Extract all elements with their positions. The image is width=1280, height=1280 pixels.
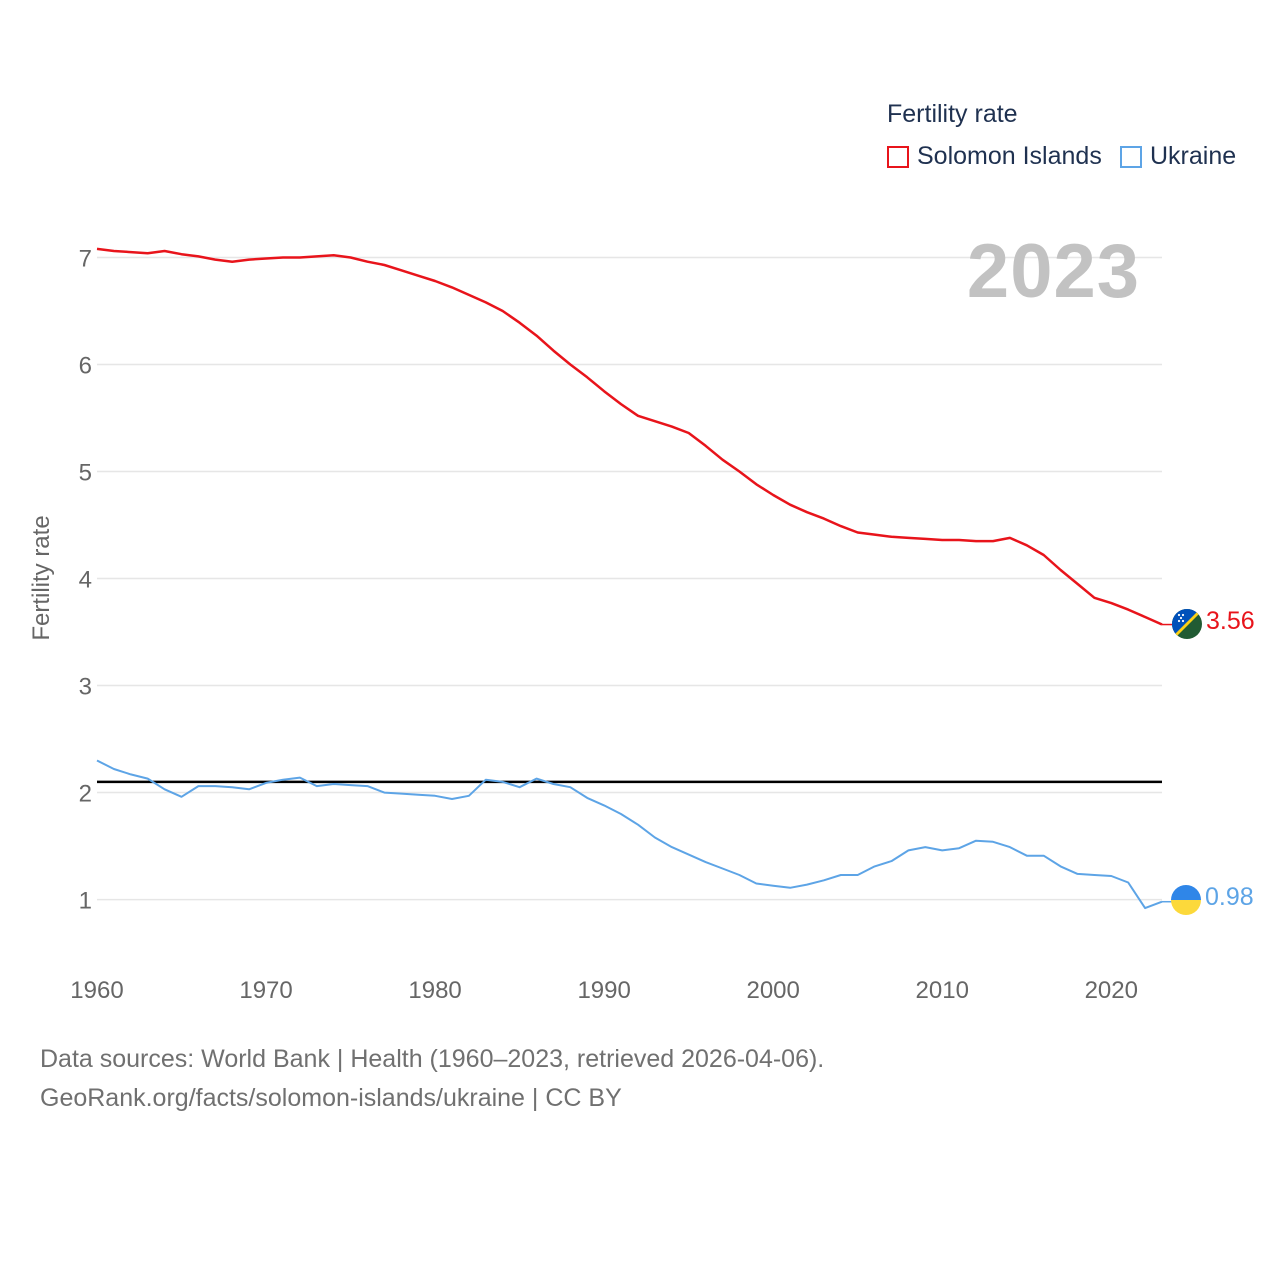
series-line-solomon-islands xyxy=(96,247,1163,626)
x-tick-labels: 1960 1970 1980 1990 2000 2010 2020 xyxy=(70,977,1138,1004)
x-tick-label: 2020 xyxy=(1085,977,1138,1004)
legend-item-ukraine[interactable]: Ukraine xyxy=(1120,142,1236,171)
legend-label-solomon-islands: Solomon Islands xyxy=(917,142,1102,170)
x-tick-label: 1990 xyxy=(577,977,630,1004)
y-tick-label: 7 xyxy=(79,245,92,272)
series-line-ukraine xyxy=(96,759,1163,910)
legend-title: Fertility rate xyxy=(887,100,1018,128)
y-tick-label: 2 xyxy=(79,781,92,808)
y-tick-label: 3 xyxy=(79,674,92,701)
y-axis-title: Fertility rate xyxy=(28,515,55,641)
source-line: Data sources: World Bank | Health (1960–… xyxy=(40,1045,825,1073)
legend-swatch-solomon-islands xyxy=(887,145,909,168)
y-tick-label: 6 xyxy=(79,352,92,379)
end-label-ukraine: 0.98 xyxy=(1205,883,1254,911)
y-tick-labels: 1 2 3 4 5 6 7 xyxy=(79,245,92,914)
year-label: 2023 xyxy=(966,229,1140,314)
x-tick-label: 2010 xyxy=(916,977,969,1004)
solomon-islands-flag-icon xyxy=(1172,609,1202,639)
series-lines xyxy=(96,247,1172,910)
legend-swatch-ukraine xyxy=(1120,145,1142,168)
x-tick-label: 2000 xyxy=(746,977,799,1004)
x-tick-label: 1960 xyxy=(70,977,123,1004)
ukraine-flag-icon xyxy=(1171,885,1201,915)
end-label-solomon-islands: 3.56 xyxy=(1206,607,1255,635)
legend-item-solomon-islands[interactable]: Solomon Islands xyxy=(887,142,1102,171)
license-line: GeoRank.org/facts/solomon-islands/ukrain… xyxy=(40,1084,622,1112)
y-tick-label: 4 xyxy=(79,567,92,594)
x-tick-label: 1970 xyxy=(239,977,292,1004)
legend-label-ukraine: Ukraine xyxy=(1150,142,1237,170)
y-tick-label: 1 xyxy=(79,888,92,915)
grid-lines xyxy=(97,256,1162,901)
x-tick-label: 1980 xyxy=(408,977,461,1004)
y-tick-label: 5 xyxy=(79,460,92,487)
